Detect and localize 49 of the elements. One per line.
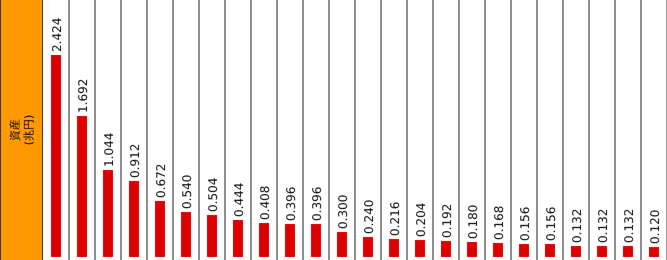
data-label: 0.540 xyxy=(180,174,194,209)
bar xyxy=(623,246,633,257)
bar xyxy=(207,215,217,257)
data-label: 1.044 xyxy=(102,132,116,167)
data-label: 0.168 xyxy=(492,206,506,240)
bar xyxy=(51,55,61,257)
bar xyxy=(259,223,269,257)
bar xyxy=(441,241,451,257)
bar xyxy=(597,246,607,257)
data-label: 0.300 xyxy=(336,194,350,229)
data-label: 0.396 xyxy=(310,186,324,221)
bar xyxy=(649,247,659,257)
bar xyxy=(129,181,139,257)
bar xyxy=(233,220,243,257)
bar xyxy=(363,237,373,257)
data-label: 0.444 xyxy=(232,182,246,217)
data-label: 0.504 xyxy=(206,178,220,212)
data-label: 0.396 xyxy=(284,186,298,221)
bar xyxy=(493,243,503,257)
data-label: 0.120 xyxy=(648,210,662,244)
bar xyxy=(389,239,399,257)
data-label: 1.692 xyxy=(76,78,90,113)
bar xyxy=(519,244,529,257)
data-label: 0.672 xyxy=(154,164,168,198)
bar xyxy=(311,224,321,257)
data-label: 0.204 xyxy=(414,202,428,237)
data-label: 0.180 xyxy=(466,204,480,239)
bar xyxy=(571,246,581,257)
bar xyxy=(103,170,113,257)
data-label: 0.132 xyxy=(596,208,610,243)
bar xyxy=(415,240,425,257)
data-label: 0.156 xyxy=(544,206,558,241)
data-label: 0.912 xyxy=(128,144,142,178)
data-label: 2.424 xyxy=(50,18,64,52)
y-axis-title: 資産 (兆円) xyxy=(8,114,36,146)
data-label: 0.132 xyxy=(622,208,636,243)
data-label: 0.192 xyxy=(440,204,454,238)
data-label: 0.240 xyxy=(362,200,376,234)
data-label: 0.216 xyxy=(388,202,402,236)
bar xyxy=(545,244,555,257)
data-label: 0.408 xyxy=(258,186,272,220)
bar xyxy=(77,116,87,257)
data-label: 0.156 xyxy=(518,206,532,241)
bar xyxy=(337,232,347,257)
bar xyxy=(467,242,477,257)
bar xyxy=(155,201,165,257)
bar xyxy=(285,224,295,257)
bar xyxy=(181,212,191,257)
data-label: 0.132 xyxy=(570,208,584,243)
